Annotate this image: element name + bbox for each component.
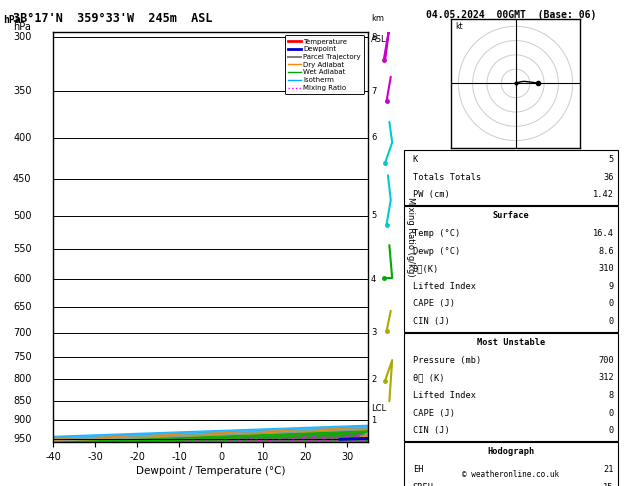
- Text: 300: 300: [13, 33, 31, 42]
- Text: CIN (J): CIN (J): [413, 426, 450, 435]
- Text: 25: 25: [333, 446, 341, 451]
- Text: 7: 7: [371, 87, 377, 96]
- Text: Lifted Index: Lifted Index: [413, 391, 476, 400]
- Text: 8.6: 8.6: [598, 246, 614, 256]
- Text: 450: 450: [13, 174, 31, 184]
- Text: Dewp (°C): Dewp (°C): [413, 246, 460, 256]
- Text: θᴄ (K): θᴄ (K): [413, 373, 444, 382]
- Text: hPa: hPa: [14, 21, 31, 32]
- Text: 9: 9: [608, 282, 614, 291]
- Text: 850: 850: [13, 396, 31, 405]
- Text: Totals Totals: Totals Totals: [413, 173, 481, 181]
- Text: K: K: [413, 155, 418, 164]
- Text: 0: 0: [608, 426, 614, 435]
- Text: 15: 15: [603, 483, 614, 486]
- Text: 3B°17'N  359°33'W  245m  ASL: 3B°17'N 359°33'W 245m ASL: [13, 12, 213, 25]
- Text: LCL: LCL: [371, 404, 386, 413]
- Text: Pressure (mb): Pressure (mb): [413, 356, 481, 365]
- Text: 312: 312: [598, 373, 614, 382]
- Text: 600: 600: [13, 274, 31, 284]
- Text: CIN (J): CIN (J): [413, 317, 450, 326]
- Text: Most Unstable: Most Unstable: [477, 338, 545, 347]
- Text: 6: 6: [243, 446, 247, 451]
- Text: θᴄ(K): θᴄ(K): [413, 264, 439, 273]
- Text: 900: 900: [13, 416, 31, 425]
- Text: PW (cm): PW (cm): [413, 190, 450, 199]
- Text: 800: 800: [13, 374, 31, 384]
- Text: 1.42: 1.42: [593, 190, 614, 199]
- Text: 750: 750: [13, 352, 31, 362]
- Text: 0: 0: [608, 317, 614, 326]
- Text: hPa: hPa: [3, 15, 21, 25]
- Text: Lifted Index: Lifted Index: [413, 282, 476, 291]
- Text: 3: 3: [371, 329, 377, 337]
- Text: 0: 0: [608, 409, 614, 417]
- Text: CAPE (J): CAPE (J): [413, 299, 455, 309]
- Text: 310: 310: [598, 264, 614, 273]
- Text: 650: 650: [13, 302, 31, 312]
- Text: 5: 5: [608, 155, 614, 164]
- Text: SREH: SREH: [413, 483, 434, 486]
- Bar: [404, 333, 618, 441]
- Text: 350: 350: [13, 86, 31, 96]
- Text: 3: 3: [203, 446, 207, 451]
- Text: 6: 6: [371, 133, 377, 142]
- Text: 16: 16: [303, 446, 311, 451]
- Text: 20: 20: [318, 446, 326, 451]
- Text: Surface: Surface: [493, 211, 530, 220]
- Text: 16.4: 16.4: [593, 229, 614, 238]
- Text: Hodograph: Hodograph: [487, 448, 535, 456]
- Text: 5: 5: [371, 211, 376, 220]
- Text: 700: 700: [598, 356, 614, 365]
- Text: CAPE (J): CAPE (J): [413, 409, 455, 417]
- Bar: [404, 442, 618, 486]
- Text: 2: 2: [181, 446, 185, 451]
- Text: 1: 1: [371, 416, 376, 425]
- Text: 500: 500: [13, 210, 31, 221]
- Text: 2: 2: [371, 375, 376, 384]
- Legend: Temperature, Dewpoint, Parcel Trajectory, Dry Adiabat, Wet Adiabat, Isotherm, Mi: Temperature, Dewpoint, Parcel Trajectory…: [285, 35, 364, 94]
- Text: 950: 950: [13, 434, 31, 444]
- Text: 400: 400: [13, 133, 31, 143]
- Text: Mixing Ratio (g/kg): Mixing Ratio (g/kg): [406, 197, 415, 277]
- Text: km: km: [371, 15, 384, 23]
- Text: ASL: ASL: [371, 35, 387, 44]
- Text: 700: 700: [13, 328, 31, 338]
- Text: Temp (°C): Temp (°C): [413, 229, 460, 238]
- Text: 0: 0: [608, 299, 614, 309]
- Text: © weatheronline.co.uk: © weatheronline.co.uk: [462, 470, 560, 479]
- Bar: [404, 206, 618, 332]
- Text: 8: 8: [371, 33, 377, 42]
- Bar: [404, 150, 618, 205]
- Text: 8: 8: [608, 391, 614, 400]
- Text: 8: 8: [260, 446, 265, 451]
- Text: 10: 10: [272, 446, 281, 451]
- Text: 21: 21: [603, 465, 614, 474]
- X-axis label: Dewpoint / Temperature (°C): Dewpoint / Temperature (°C): [136, 466, 286, 476]
- Text: 04.05.2024  00GMT  (Base: 06): 04.05.2024 00GMT (Base: 06): [426, 10, 596, 19]
- Text: 4: 4: [371, 275, 376, 284]
- Text: 36: 36: [603, 173, 614, 181]
- Text: 4: 4: [220, 446, 223, 451]
- Text: EH: EH: [413, 465, 423, 474]
- Text: 1: 1: [145, 446, 149, 451]
- Text: 550: 550: [13, 244, 31, 254]
